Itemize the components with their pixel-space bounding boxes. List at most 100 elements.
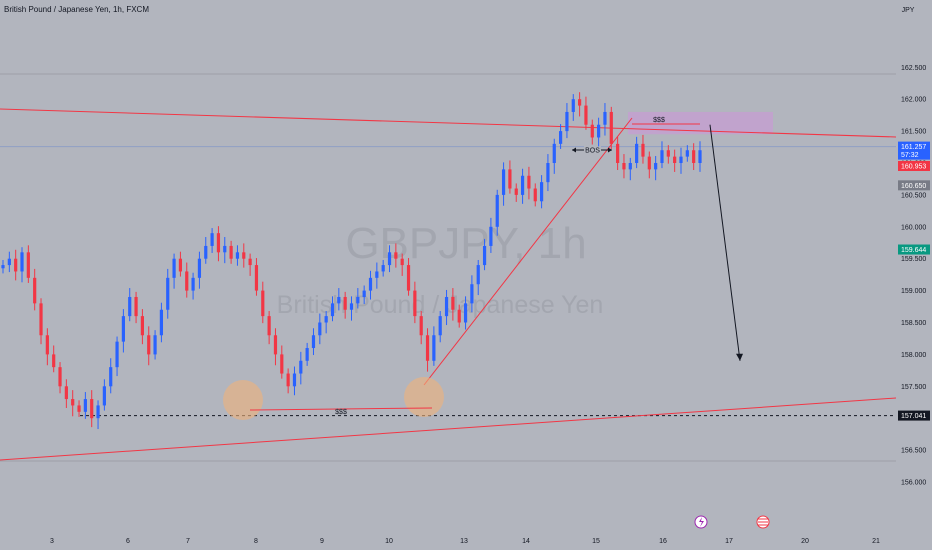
candle-body[interactable]: [299, 360, 303, 374]
candle-body[interactable]: [673, 156, 677, 163]
candle-body[interactable]: [14, 258, 18, 272]
candle-body[interactable]: [438, 316, 442, 336]
candle-body[interactable]: [660, 150, 664, 163]
candle-body[interactable]: [311, 335, 316, 349]
candle-body[interactable]: [292, 373, 297, 387]
candle-body[interactable]: [235, 252, 240, 259]
supply-zone[interactable]: [628, 111, 773, 135]
candle-body[interactable]: [305, 348, 309, 361]
candle-body[interactable]: [204, 245, 208, 259]
candle-body[interactable]: [280, 354, 284, 374]
candle-body[interactable]: [147, 335, 151, 355]
candle-body[interactable]: [641, 143, 645, 157]
candle-body[interactable]: [501, 169, 506, 195]
candle-body[interactable]: [444, 296, 449, 317]
candle-body[interactable]: [210, 233, 214, 246]
candle-body[interactable]: [121, 316, 125, 342]
price-badge[interactable]: [898, 244, 930, 255]
candle-body[interactable]: [419, 316, 423, 336]
lightning-icon[interactable]: [694, 515, 708, 529]
candle-body[interactable]: [489, 226, 493, 246]
candle-body[interactable]: [698, 150, 702, 163]
candle-body[interactable]: [52, 354, 56, 368]
candle-body[interactable]: [128, 296, 132, 317]
candle-body[interactable]: [20, 252, 24, 272]
candle-body[interactable]: [216, 233, 221, 253]
candle-body[interactable]: [590, 124, 594, 138]
candle-body[interactable]: [318, 322, 322, 336]
candle-body[interactable]: [229, 245, 233, 259]
candle-body[interactable]: [1, 265, 5, 269]
candle-body[interactable]: [666, 150, 670, 157]
candle-body[interactable]: [337, 296, 341, 304]
candle-body[interactable]: [381, 265, 385, 272]
candle-body[interactable]: [96, 405, 100, 419]
candle-body[interactable]: [166, 277, 170, 310]
candle-body[interactable]: [578, 99, 582, 106]
candle-body[interactable]: [153, 335, 157, 355]
candle-body[interactable]: [172, 258, 176, 278]
candle-body[interactable]: [533, 188, 537, 202]
candle-body[interactable]: [597, 124, 601, 138]
candle-body[interactable]: [495, 194, 499, 227]
candle-body[interactable]: [356, 296, 360, 304]
candle-body[interactable]: [140, 316, 144, 336]
candle-body[interactable]: [527, 175, 531, 189]
candle-body[interactable]: [261, 290, 265, 317]
candle-body[interactable]: [254, 265, 259, 291]
candle-body[interactable]: [654, 163, 658, 170]
candle-body[interactable]: [324, 316, 328, 323]
candle-body[interactable]: [248, 258, 252, 266]
candle-body[interactable]: [546, 163, 550, 183]
candle-body[interactable]: [7, 258, 11, 266]
candle-body[interactable]: [223, 245, 227, 253]
candle-body[interactable]: [368, 277, 373, 291]
candle-body[interactable]: [115, 341, 119, 368]
candle-body[interactable]: [102, 386, 106, 406]
candle-body[interactable]: [552, 143, 556, 163]
candle-body[interactable]: [191, 277, 195, 291]
candle-body[interactable]: [476, 265, 480, 285]
candle-body[interactable]: [343, 296, 347, 310]
candle-body[interactable]: [559, 131, 563, 144]
candle-body[interactable]: [185, 271, 189, 291]
candle-body[interactable]: [267, 316, 271, 336]
candle-body[interactable]: [362, 290, 366, 297]
candle-body[interactable]: [413, 290, 417, 317]
candle-body[interactable]: [520, 175, 525, 195]
symbol-title[interactable]: British Pound / Japanese Yen, 1h, FXCM: [4, 5, 149, 14]
candle-body[interactable]: [584, 105, 588, 125]
candle-body[interactable]: [432, 335, 436, 361]
candle-body[interactable]: [482, 245, 487, 266]
candle-body[interactable]: [197, 258, 202, 278]
price-axis[interactable]: [896, 0, 932, 550]
candle-body[interactable]: [134, 296, 138, 317]
candle-body[interactable]: [609, 111, 613, 144]
candle-body[interactable]: [635, 143, 639, 163]
candle-body[interactable]: [45, 335, 49, 355]
candle-body[interactable]: [451, 296, 455, 310]
candle-body[interactable]: [58, 367, 62, 387]
candle-body[interactable]: [508, 169, 512, 189]
candle-body[interactable]: [514, 188, 518, 195]
candle-body[interactable]: [286, 373, 290, 387]
candle-body[interactable]: [470, 284, 474, 304]
candle-body[interactable]: [39, 303, 43, 336]
candle-body[interactable]: [539, 182, 544, 202]
lower-trendline[interactable]: [0, 397, 897, 461]
candle-body[interactable]: [394, 252, 398, 259]
candle-body[interactable]: [26, 252, 30, 278]
candle-body[interactable]: [457, 309, 461, 323]
price-badge[interactable]: [898, 410, 930, 421]
candle-body[interactable]: [400, 258, 404, 266]
candle-body[interactable]: [77, 405, 81, 412]
candle-body[interactable]: [616, 143, 620, 163]
candle-body[interactable]: [571, 99, 575, 112]
candle-body[interactable]: [242, 252, 246, 259]
candle-body[interactable]: [178, 258, 183, 272]
candle-body[interactable]: [685, 150, 689, 157]
candle-body[interactable]: [647, 156, 651, 170]
candle-body[interactable]: [71, 399, 75, 406]
